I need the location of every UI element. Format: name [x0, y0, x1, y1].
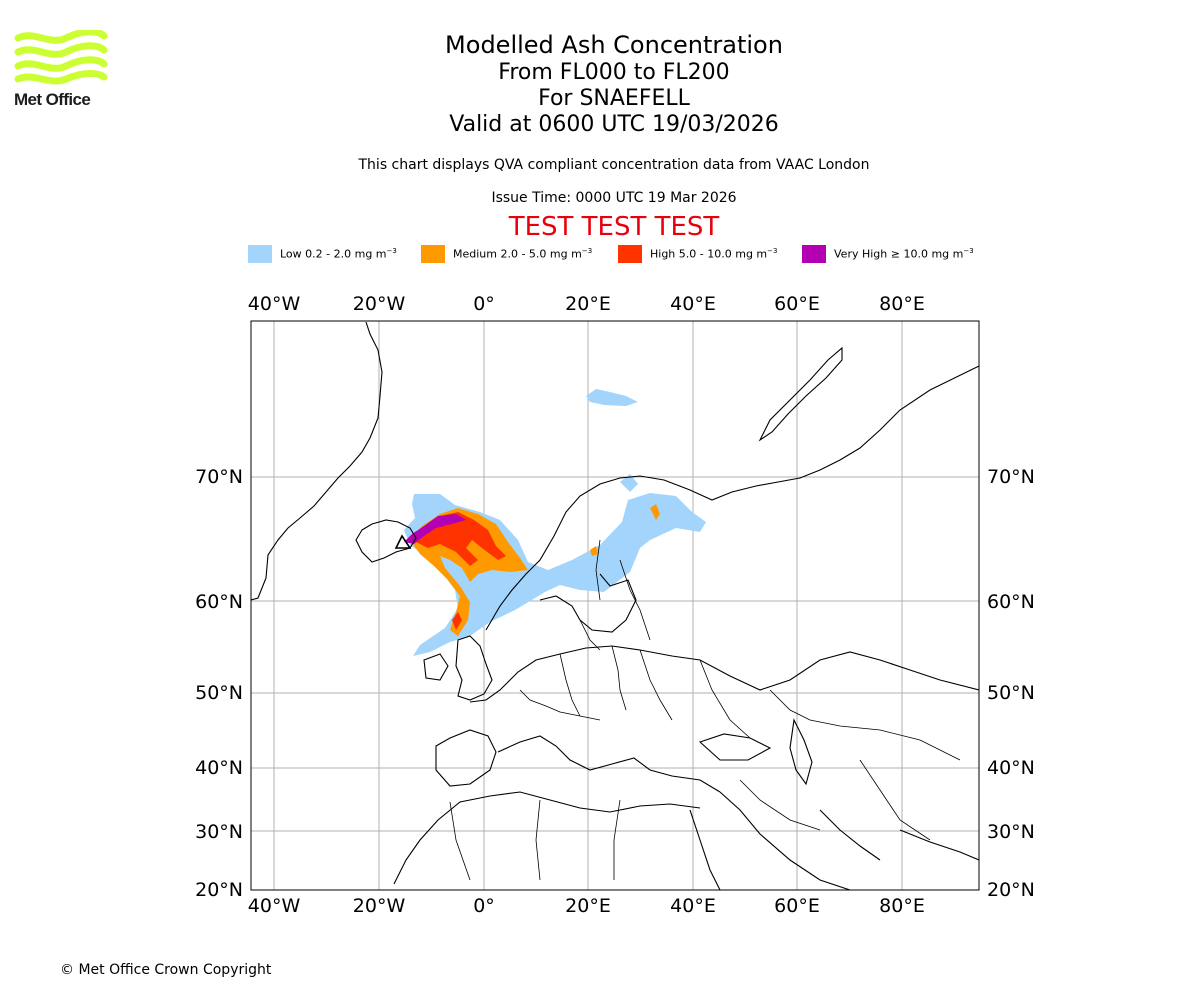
lat-label-right-20n: 20°N [987, 879, 1035, 901]
border-1 [519, 689, 601, 721]
chart-description: This chart displays QVA compliant concen… [358, 157, 870, 173]
lat-label-left-30n: 30°N [195, 821, 243, 843]
latitude-labels-left: 70°N 60°N 50°N 40°N 30°N 20°N [195, 466, 243, 901]
copyright-notice: © Met Office Crown Copyright [60, 962, 272, 978]
legend-high-swatch [618, 245, 642, 263]
coast-mediterranean [497, 735, 721, 793]
longitude-labels-top: 40°W 20°W 0° 20°E 40°E 60°E 80°E [248, 293, 925, 315]
border-6 [769, 689, 961, 761]
legend-low: Low 0.2 - 2.0 mg m−3 [248, 244, 397, 264]
volcano-marker-icon [394, 534, 412, 549]
border-8 [535, 799, 541, 881]
legend-high-label: High 5.0 - 10.0 mg m−3 [650, 247, 778, 261]
lon-label-top-40w: 40°W [248, 293, 301, 315]
legend-medium: Medium 2.0 - 5.0 mg m−3 [421, 244, 592, 264]
lat-label-left-50n: 50°N [195, 682, 243, 704]
lat-label-right-30n: 30°N [987, 821, 1035, 843]
legend-very-high: Very High ≥ 10.0 mg m−3 [802, 244, 974, 264]
coast-greenland [251, 321, 383, 601]
coast-uk [455, 635, 493, 701]
legend-medium-label: Medium 2.0 - 5.0 mg m−3 [453, 247, 593, 261]
lat-label-left-70n: 70°N [195, 466, 243, 488]
lat-label-left-60n: 60°N [195, 591, 243, 613]
lon-label-top-60e: 60°E [774, 293, 820, 315]
lon-label-bottom-80e: 80°E [879, 895, 925, 917]
ash-medium-finland-patch [590, 546, 598, 556]
border-7 [613, 799, 621, 880]
border-11 [859, 759, 931, 841]
lon-label-bottom-20e: 20°E [565, 895, 611, 917]
lon-label-top-20w: 20°W [353, 293, 406, 315]
lon-label-bottom-40w: 40°W [248, 895, 301, 917]
ash-low-svalbard [586, 389, 638, 406]
lat-label-right-50n: 50°N [987, 682, 1035, 704]
coast-europe [469, 645, 979, 703]
lon-label-bottom-40e: 40°E [670, 895, 716, 917]
border-10 [739, 779, 821, 831]
legend-very-high-swatch [802, 245, 826, 263]
lon-label-top-40e: 40°E [670, 293, 716, 315]
coast-red-sea [689, 809, 721, 890]
coast-scandinavia [485, 365, 979, 631]
border-14 [579, 619, 601, 651]
coast-arabia [719, 791, 851, 890]
lat-label-right-70n: 70°N [987, 466, 1035, 488]
coast-north-africa [393, 791, 701, 885]
borders [449, 539, 961, 881]
volcano-name: For SNAEFELL [538, 86, 690, 111]
coast-caspian [789, 718, 813, 786]
border-9 [449, 801, 471, 881]
legend-low-swatch [248, 245, 272, 263]
lon-label-top-20e: 20°E [565, 293, 611, 315]
map-frame [250, 320, 980, 891]
chart-title: Modelled Ash Concentration [445, 31, 783, 59]
coast-black-sea [698, 733, 772, 761]
coast-ireland [423, 653, 449, 681]
lon-label-top-0: 0° [473, 293, 495, 315]
valid-time: Valid at 0600 UTC 19/03/2026 [449, 112, 779, 137]
border-4 [639, 649, 673, 721]
legend-low-label: Low 0.2 - 2.0 mg m−3 [280, 247, 397, 261]
flight-level-range: From FL000 to FL200 [498, 60, 730, 85]
lon-label-bottom-20w: 20°W [353, 895, 406, 917]
coast-iberia [435, 729, 497, 787]
border-13 [595, 539, 601, 601]
border-12 [619, 559, 651, 641]
coast-baltic [539, 573, 637, 633]
border-2 [559, 653, 581, 717]
border-3 [611, 645, 627, 711]
ash-high-south-strip [452, 612, 462, 630]
lat-label-left-20n: 20°N [195, 879, 243, 901]
lat-label-left-40n: 40°N [195, 757, 243, 779]
logo-text: Met Office [14, 90, 91, 109]
latitude-labels-right: 70°N 60°N 50°N 40°N 30°N 20°N [987, 466, 1035, 901]
border-5 [699, 659, 751, 739]
test-banner: TEST TEST TEST [508, 212, 720, 242]
longitude-labels-bottom: 40°W 20°W 0° 20°E 40°E 60°E 80°E [248, 895, 925, 917]
legend-very-high-label: Very High ≥ 10.0 mg m−3 [834, 247, 974, 261]
coast-novaya-zemlya [758, 346, 843, 442]
logo-waves-icon [14, 28, 108, 85]
ash-very-high-region [404, 514, 466, 544]
lon-label-bottom-60e: 60°E [774, 895, 820, 917]
coastlines [251, 321, 979, 890]
graticule [251, 321, 979, 890]
met-office-logo: Met Office [14, 28, 110, 114]
ash-very-high-main [404, 514, 466, 544]
title-block: Modelled Ash Concentration From FL000 to… [314, 30, 914, 138]
legend-medium-swatch [421, 245, 445, 263]
lat-label-right-60n: 60°N [987, 591, 1035, 613]
ash-low-north-patch [620, 474, 638, 492]
issue-time: Issue Time: 0000 UTC 19 Mar 2026 [491, 190, 737, 206]
legend-high: High 5.0 - 10.0 mg m−3 [618, 244, 777, 264]
lon-label-top-80e: 80°E [879, 293, 925, 315]
lon-label-bottom-0: 0° [473, 895, 495, 917]
coast-persian-gulf [819, 809, 881, 861]
ash-medium-east-patch [650, 504, 660, 520]
coast-india [899, 829, 979, 861]
lat-label-right-40n: 40°N [987, 757, 1035, 779]
